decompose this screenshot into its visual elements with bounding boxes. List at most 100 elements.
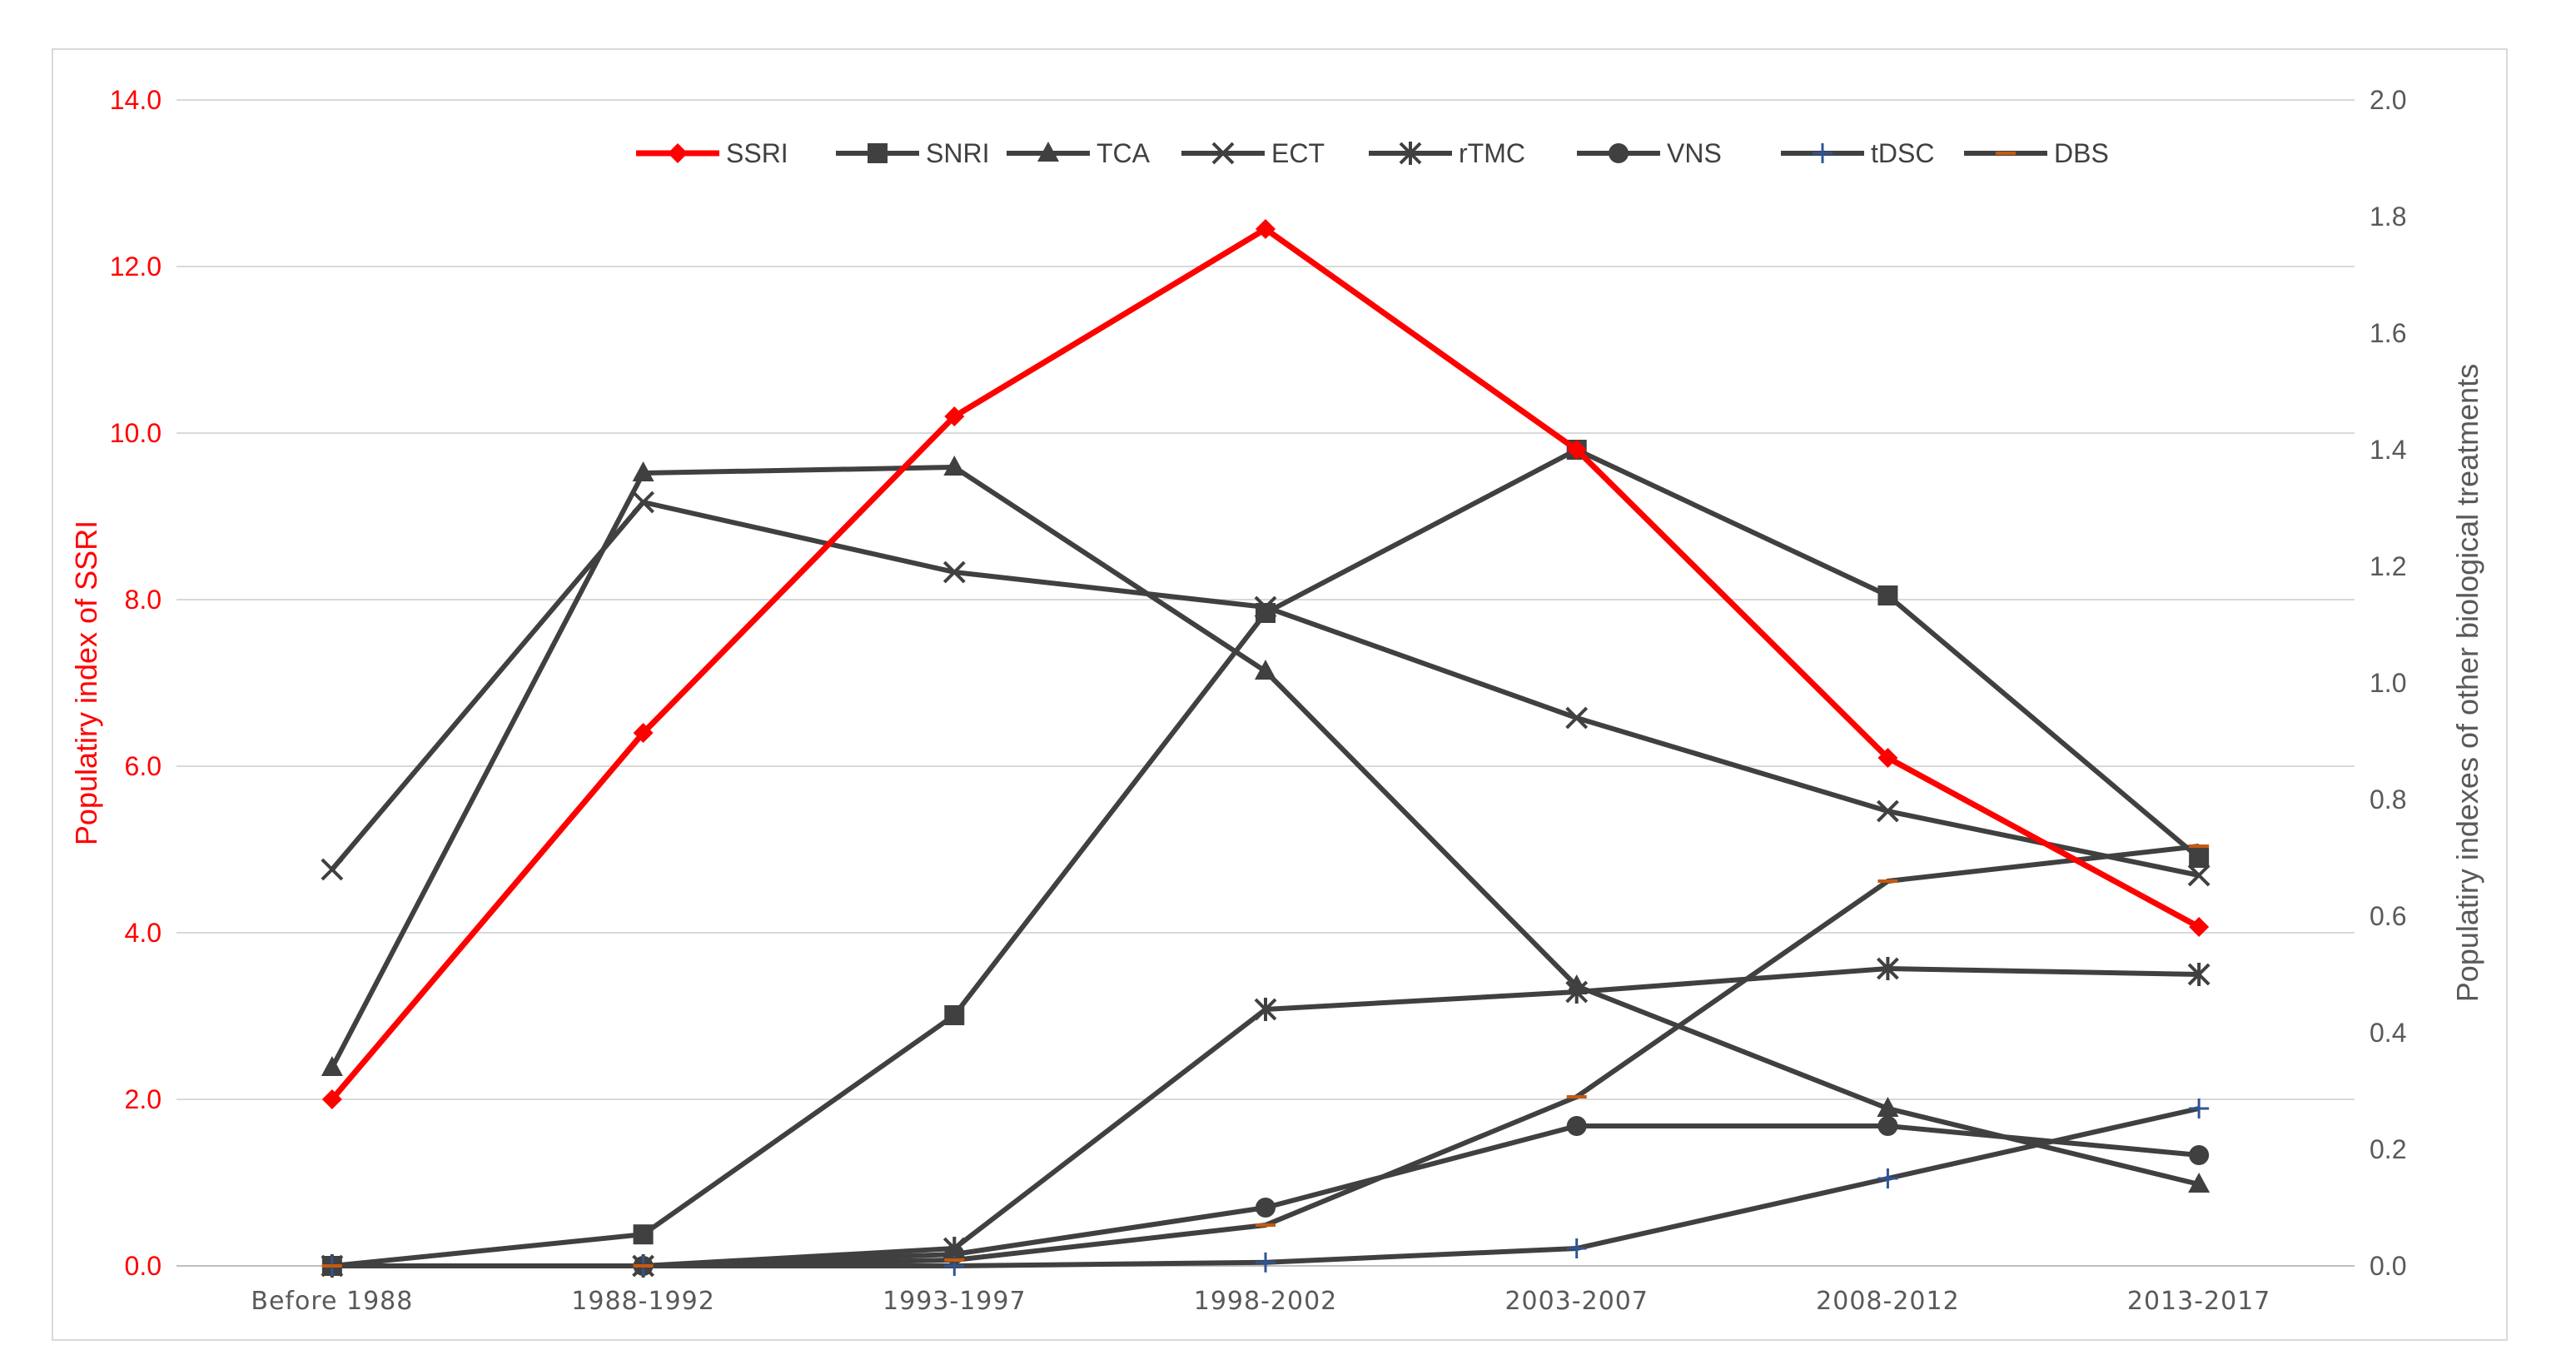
x-tick-label: 1993-1997 (883, 1287, 1027, 1316)
rtmc-point (1565, 980, 1589, 1004)
right-tick-label: 0.4 (2370, 1018, 2406, 1048)
legend-marker (1813, 143, 1833, 163)
snri-point (2189, 848, 2210, 868)
left-axis-title: Populatiry index of SSRI (69, 521, 103, 845)
rtmc-point (1877, 957, 1899, 980)
right-tick-label: 1.2 (2370, 551, 2406, 581)
x-tick-label: 2013-2017 (2127, 1287, 2271, 1316)
left-tick-label: 2.0 (125, 1084, 162, 1114)
ssri-point (944, 406, 965, 426)
legend-marker (668, 143, 688, 163)
vns-line (331, 1123, 2200, 1268)
tca-point (1255, 660, 1276, 680)
left-tick-label: 8.0 (125, 585, 162, 615)
legend-item-ssri: SSRI (636, 138, 788, 168)
x-tick-label: 2008-2012 (1816, 1287, 1960, 1316)
legend-item-snri: SNRI (836, 138, 989, 168)
ect-point (1877, 800, 1899, 823)
rtmc-point (2187, 963, 2210, 986)
legend-item-ect: ECT (1181, 138, 1325, 168)
chart-frame: 0.0 2.0 4.0 6.0 8.0 10.0 12.0 14.0 0.0 0.2 0.4 0.6… (52, 48, 2508, 1341)
series-snri (321, 440, 2210, 1276)
vns-point (2189, 1145, 2210, 1165)
line-chart: 0.0 2.0 4.0 6.0 8.0 10.0 12.0 14.0 0.0 0.2 0.4 0.6… (69, 85, 2484, 1316)
snri-point (633, 1224, 654, 1245)
rtmc-point (1254, 998, 1277, 1021)
tdsc-point (2189, 1098, 2210, 1118)
legend-label: ECT (1271, 138, 1325, 168)
ect-point (1254, 595, 1277, 619)
right-tick-label: 0.6 (2370, 901, 2406, 931)
right-tick-label: 2.0 (2370, 85, 2406, 115)
right-tick-label: 1.0 (2370, 668, 2406, 698)
tca-point (1877, 1097, 1899, 1117)
legend-marker (1609, 143, 1629, 163)
right-tick-label: 1.4 (2370, 435, 2406, 465)
left-tick-label: 6.0 (125, 751, 162, 781)
left-tick-label: 4.0 (125, 918, 162, 948)
tdsc-point (1256, 1252, 1276, 1273)
snri-line (331, 447, 2201, 1268)
right-axis-title: Populatiry indexes of other biological t… (2450, 364, 2484, 1002)
tdsc-point (1877, 1168, 1898, 1188)
ssri-point (2189, 917, 2210, 937)
x-axis-ticks: Before 1988 1988-1992 1993-1997 1998-2002 20… (251, 1287, 2270, 1316)
right-axis-ticks: 0.0 0.2 0.4 0.6 0.8 1.0 1.2 1.4 1.6 1.8 2.0 (2370, 85, 2406, 1281)
legend-label: SSRI (726, 138, 788, 168)
legend-item-vns: VNS (1577, 138, 1722, 168)
series-tdsc (321, 1098, 2210, 1276)
left-tick-label: 0.0 (125, 1251, 162, 1281)
ect-point (942, 560, 966, 584)
legend-label: VNS (1667, 138, 1722, 168)
vns-point (1877, 1116, 1898, 1136)
snri-point (1877, 585, 1898, 605)
ssri-point (321, 1089, 342, 1109)
right-tick-label: 1.8 (2370, 202, 2406, 232)
legend: SSRI SNRI TCA ECT rTMC VNS tDSC DBS (636, 138, 2109, 168)
legend-label: TCA (1097, 138, 1151, 168)
series-tca (321, 456, 2210, 1193)
right-tick-label: 1.6 (2370, 318, 2406, 348)
right-tick-label: 0.2 (2370, 1134, 2406, 1164)
tdsc-line (331, 1106, 2200, 1268)
x-tick-label: 1998-2002 (1194, 1287, 1338, 1316)
right-tick-label: 0.0 (2370, 1251, 2406, 1281)
legend-marker (868, 143, 888, 163)
series-ect (321, 491, 2210, 887)
tca-point (632, 461, 654, 481)
legend-item-tca: TCA (1007, 138, 1151, 168)
snri-point (944, 1005, 965, 1025)
tca-point (321, 1056, 343, 1076)
x-tick-label: 2003-2007 (1504, 1287, 1649, 1316)
ssri-point (1256, 219, 1276, 239)
tca-point (2188, 1173, 2210, 1193)
gridlines (177, 99, 2355, 1267)
ect-point (2187, 864, 2210, 887)
left-tick-label: 12.0 (110, 252, 162, 281)
ect-point (632, 491, 654, 514)
legend-marker (1037, 142, 1059, 162)
vns-point (1566, 1116, 1587, 1136)
x-tick-label: Before 1988 (251, 1287, 413, 1316)
x-tick-label: 1988-1992 (571, 1287, 715, 1316)
left-axis-ticks: 0.0 2.0 4.0 6.0 8.0 10.0 12.0 14.0 (110, 85, 162, 1281)
ect-point (1565, 706, 1589, 730)
ssri-point (633, 723, 654, 743)
tca-line (330, 465, 2200, 1187)
legend-marker (1399, 142, 1422, 165)
series-vns (321, 1116, 2210, 1276)
legend-label: tDSC (1871, 138, 1934, 168)
tca-point (943, 456, 966, 476)
left-tick-label: 14.0 (110, 85, 162, 115)
legend-item-tdsc: tDSC (1781, 138, 1934, 168)
right-tick-label: 0.8 (2370, 785, 2406, 815)
vns-point (1256, 1198, 1276, 1218)
legend-marker (1211, 142, 1235, 165)
ssri-point (1877, 748, 1898, 768)
legend-label: SNRI (926, 138, 989, 168)
legend-item-rtmc: rTMC (1369, 138, 1525, 168)
legend-label: rTMC (1459, 138, 1525, 168)
ssri-point (1566, 440, 1587, 460)
tdsc-point (1566, 1238, 1587, 1258)
series-lines (321, 219, 2210, 1278)
